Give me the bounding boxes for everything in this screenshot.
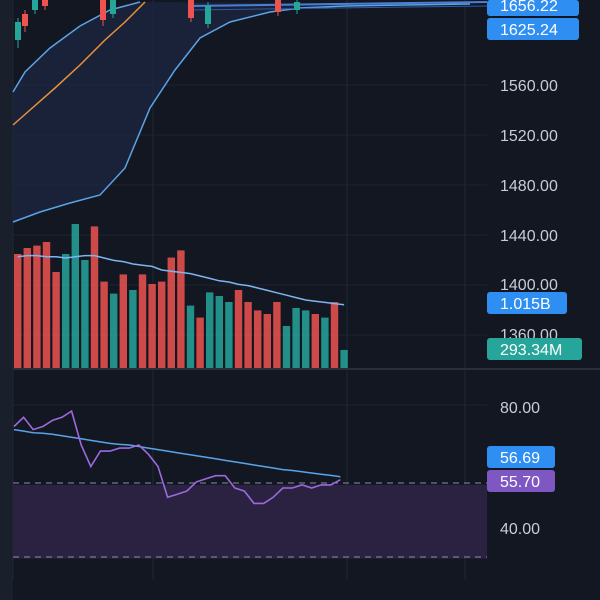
- candle-body[interactable]: [110, 0, 116, 14]
- volume-bar[interactable]: [52, 272, 60, 368]
- rsi-panel[interactable]: [13, 409, 487, 559]
- volume-ma-badge: 1.015B: [487, 292, 567, 314]
- badge-label: 1.015B: [500, 296, 551, 313]
- price-tick-label: 1400.00: [500, 277, 558, 294]
- moving-average-line[interactable]: [12, 1, 146, 126]
- volume-panel[interactable]: [14, 224, 348, 368]
- last-price-badge: 1656.22: [487, 0, 579, 16]
- volume-bar[interactable]: [42, 242, 51, 368]
- volume-bar[interactable]: [302, 310, 310, 368]
- volume-bar[interactable]: [186, 305, 195, 368]
- rsi-badge: 55.70: [487, 470, 555, 492]
- rsi-range-band: [13, 484, 487, 559]
- price-line: [187, 5, 488, 11]
- volume-bar[interactable]: [340, 350, 348, 368]
- badge-bg: [487, 292, 567, 314]
- volume-bar[interactable]: [244, 302, 252, 368]
- volume-bar[interactable]: [311, 314, 319, 368]
- badge-bg: [487, 0, 579, 16]
- volume-bar[interactable]: [110, 293, 118, 368]
- volume-bar[interactable]: [119, 274, 127, 368]
- volume-badge: 293.34M: [487, 338, 582, 360]
- rsi-tick-label: 80.00: [500, 400, 540, 417]
- volume-bar[interactable]: [100, 281, 108, 368]
- price-badges: 1656.22 1625.24 1.015B 293.34M 56.69 55.…: [487, 0, 582, 492]
- candle-body[interactable]: [275, 0, 281, 12]
- badge-label: 1656.22: [500, 0, 558, 15]
- volume-bar[interactable]: [71, 224, 79, 368]
- volume-bar[interactable]: [158, 281, 166, 368]
- volume-bar[interactable]: [225, 302, 233, 368]
- candle-body[interactable]: [205, 6, 211, 24]
- candle-body[interactable]: [294, 2, 300, 10]
- price-tick-label: 1440.00: [500, 228, 558, 245]
- badge-label: 293.34M: [500, 342, 562, 359]
- volume-bar[interactable]: [330, 302, 339, 368]
- volume-bar[interactable]: [148, 284, 156, 368]
- rsi-ma-badge: 56.69: [487, 446, 555, 468]
- volume-bar[interactable]: [273, 302, 281, 368]
- price-tick-label: 1560.00: [500, 78, 558, 95]
- volume-bar[interactable]: [129, 290, 137, 368]
- volume-bar[interactable]: [138, 274, 147, 368]
- volume-bar[interactable]: [14, 254, 22, 368]
- volume-bar[interactable]: [33, 245, 41, 368]
- price-tick-label: 1520.00: [500, 128, 558, 145]
- badge-bg: [487, 338, 582, 360]
- volume-bar[interactable]: [177, 250, 185, 368]
- volume-bar[interactable]: [263, 314, 271, 368]
- rsi-ma-line[interactable]: [13, 428, 341, 478]
- volume-bar[interactable]: [167, 257, 175, 368]
- volume-ma-line[interactable]: [17, 254, 345, 306]
- price-tick-label: 1480.00: [500, 178, 558, 195]
- volume-bar[interactable]: [292, 308, 300, 368]
- candle-body[interactable]: [32, 0, 38, 10]
- badge-label: 55.70: [500, 474, 540, 491]
- bollinger-band-fill: [13, 2, 470, 222]
- badge-label: 1625.24: [500, 22, 558, 39]
- badge-bg: [487, 18, 579, 40]
- rsi-tick-label: 40.00: [500, 521, 540, 538]
- volume-bar[interactable]: [196, 317, 204, 368]
- candle-body[interactable]: [15, 22, 21, 40]
- badge-label: 56.69: [500, 450, 540, 467]
- price-panel[interactable]: [12, 0, 488, 223]
- price-axis[interactable]: 1560.00 1520.00 1480.00 1440.00 1400.00 …: [500, 78, 558, 538]
- volume-bar[interactable]: [206, 292, 214, 368]
- ma-price-badge: 1625.24: [487, 18, 579, 40]
- volume-bar[interactable]: [81, 260, 89, 368]
- volume-bar[interactable]: [234, 290, 243, 368]
- volume-bar[interactable]: [282, 326, 291, 368]
- badge-bg: [487, 446, 555, 468]
- candle-body[interactable]: [188, 0, 194, 18]
- badge-bg: [487, 470, 555, 492]
- volume-bar[interactable]: [62, 254, 70, 368]
- volume-bar[interactable]: [254, 310, 262, 368]
- volume-bar[interactable]: [215, 296, 223, 368]
- volume-bar[interactable]: [321, 317, 329, 368]
- candle-body[interactable]: [42, 0, 48, 6]
- price-line: [187, 1, 488, 7]
- volume-bar[interactable]: [23, 248, 31, 368]
- rsi-line[interactable]: [13, 409, 341, 505]
- candle-body[interactable]: [22, 14, 28, 26]
- volume-bar[interactable]: [90, 226, 99, 368]
- candle-body[interactable]: [100, 0, 106, 20]
- left-margin: [0, 0, 13, 600]
